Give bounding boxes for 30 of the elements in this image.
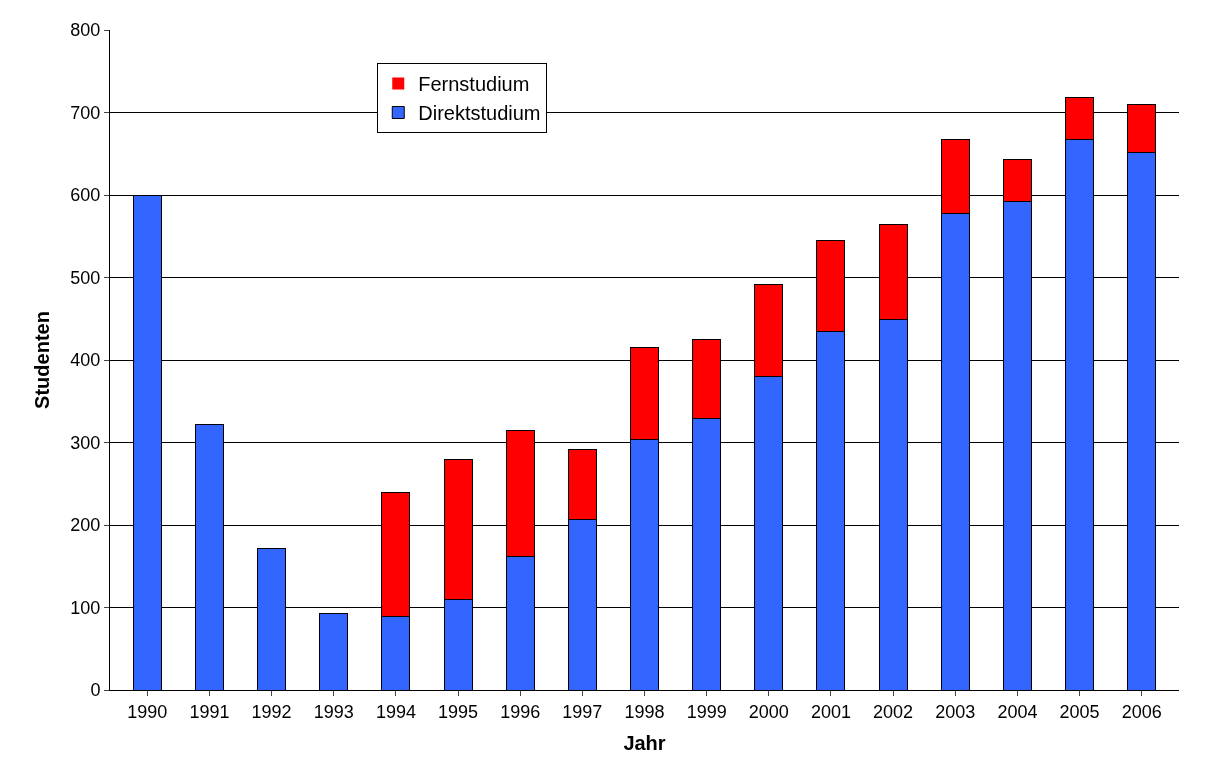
x-tick-label: 2006 bbox=[1121, 701, 1162, 722]
x-tick-label: 2004 bbox=[997, 701, 1038, 722]
x-tick-label: 1996 bbox=[500, 701, 541, 722]
y-tick-label: 300 bbox=[70, 432, 101, 453]
y-tick-label: 400 bbox=[70, 350, 101, 371]
x-tick-label: 1999 bbox=[686, 701, 727, 722]
y-tick-label: 100 bbox=[70, 597, 101, 618]
y-axis-title: Studenten bbox=[30, 311, 53, 409]
y-tick-label: 600 bbox=[70, 185, 101, 206]
y-tick-label: 200 bbox=[70, 515, 101, 536]
x-tick-label: 2005 bbox=[1059, 701, 1100, 722]
x-tick-label: 1997 bbox=[562, 701, 603, 722]
legend-label: Direktstudium bbox=[418, 102, 541, 125]
y-tick-label: 700 bbox=[70, 102, 101, 123]
x-tick-label: 1995 bbox=[438, 701, 479, 722]
y-tick-label: 0 bbox=[90, 680, 101, 701]
x-tick-label: 1991 bbox=[189, 701, 230, 722]
x-tick-label: 1994 bbox=[375, 701, 416, 722]
x-axis-title: Jahr bbox=[623, 732, 666, 755]
legend-label: Fernstudium bbox=[418, 73, 530, 96]
x-tick-label: 2000 bbox=[748, 701, 789, 722]
y-tick-label: 800 bbox=[70, 20, 101, 41]
x-tick-label: 1992 bbox=[251, 701, 292, 722]
x-tick-label: 1998 bbox=[624, 701, 665, 722]
x-tick-label: 1993 bbox=[313, 701, 354, 722]
y-tick-label: 500 bbox=[70, 267, 101, 288]
x-tick-label: 1990 bbox=[127, 701, 168, 722]
x-tick-label: 2003 bbox=[935, 701, 976, 722]
x-tick-label: 2001 bbox=[810, 701, 851, 722]
x-tick-label: 2002 bbox=[873, 701, 914, 722]
